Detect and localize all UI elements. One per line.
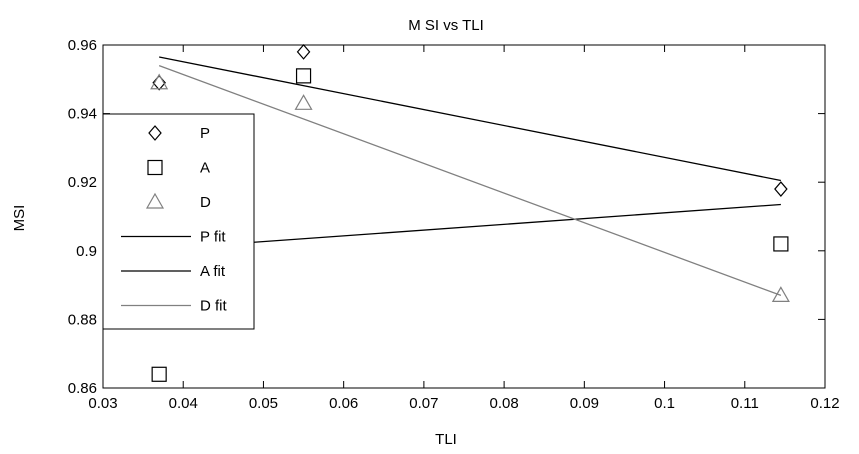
y-axis-label: MSI <box>11 205 28 232</box>
y-tick-label: 0.96 <box>68 37 97 54</box>
data-point-p <box>152 74 166 91</box>
fit-line-d-fit <box>158 64 782 296</box>
data-point-a <box>773 236 789 252</box>
x-tick-label: 0.03 <box>88 395 117 412</box>
x-tick-label: 0.11 <box>731 395 759 412</box>
x-tick-label: 0.12 <box>810 395 839 412</box>
legend-marker-p <box>148 125 162 141</box>
x-tick-label: 0.06 <box>329 395 358 412</box>
data-point-p <box>296 43 311 60</box>
y-tick-label: 0.9 <box>76 243 97 260</box>
data-point-d <box>294 94 313 110</box>
y-tick-label: 0.92 <box>68 174 97 191</box>
legend-label: P <box>200 125 210 142</box>
data-point-a <box>151 366 167 382</box>
y-tick-label: 0.94 <box>68 106 97 123</box>
legend-label: P fit <box>200 229 226 246</box>
x-tick-label: 0.07 <box>409 395 438 412</box>
legend-marker-a <box>147 159 163 176</box>
legend-box <box>102 113 255 330</box>
x-tick-label: 0.08 <box>490 395 519 412</box>
x-tick-label: 0.1 <box>654 395 675 412</box>
legend: P AD P fit A fit D fit <box>102 113 255 330</box>
legend-marker-d <box>145 192 165 209</box>
y-tick-label: 0.86 <box>68 380 97 397</box>
x-tick-label: 0.05 <box>249 395 278 412</box>
fit-line-p-fit <box>159 56 782 182</box>
legend-label: A <box>200 160 210 177</box>
x-tick-label: 0.09 <box>570 395 599 412</box>
legend-label: D <box>200 194 211 211</box>
data-point-d <box>150 73 169 90</box>
data-point-a <box>295 68 312 84</box>
legend-label: A fit <box>200 263 226 280</box>
data-point-p <box>774 181 788 197</box>
x-tick-label: 0.04 <box>169 395 198 412</box>
data-point-d <box>771 286 790 302</box>
x-axis-label: TLI <box>435 431 457 448</box>
fit-line-a-fit <box>159 203 781 250</box>
chart-title: M SI vs TLI <box>408 17 484 34</box>
legend-label: D fit <box>200 298 228 315</box>
y-tick-label: 0.88 <box>68 311 97 328</box>
